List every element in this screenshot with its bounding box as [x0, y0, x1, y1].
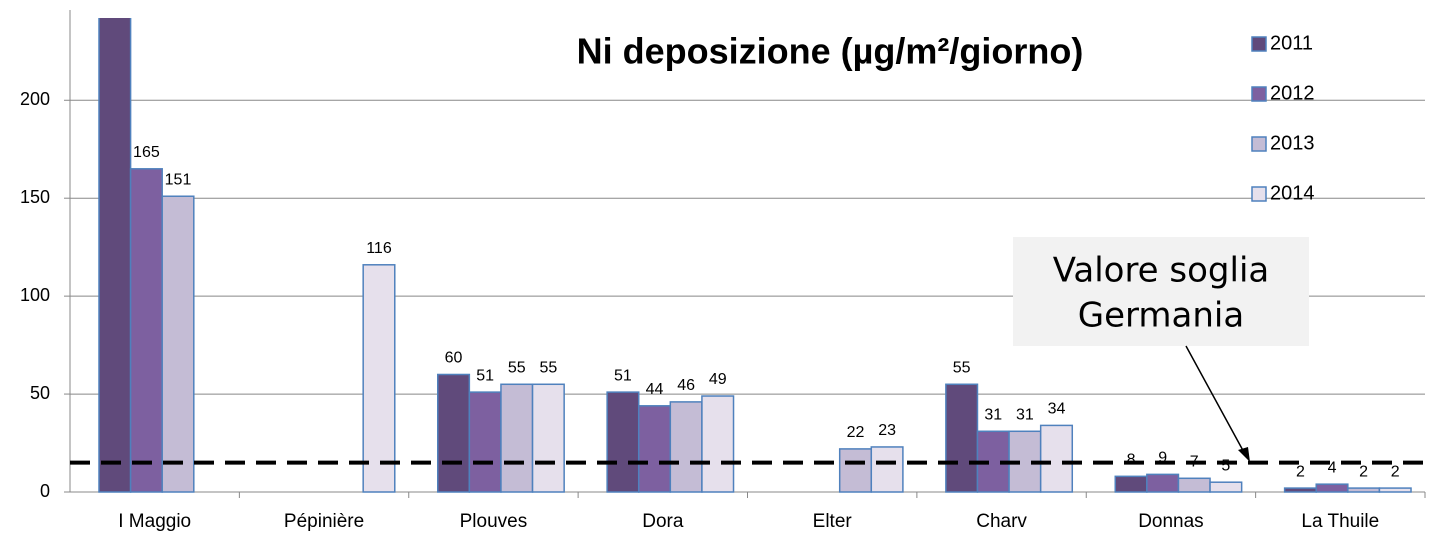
bar	[1114, 475, 1148, 493]
legend-label: 2014	[1270, 182, 1315, 204]
bar	[161, 195, 195, 493]
data-label: 55	[953, 359, 971, 376]
bar	[1039, 424, 1074, 493]
bar	[500, 383, 534, 493]
y-tick-label: 150	[20, 187, 50, 207]
legend-label: 2012	[1270, 82, 1315, 104]
data-label: 60	[445, 350, 463, 367]
data-label: 4	[1328, 459, 1337, 476]
bar	[1315, 483, 1349, 493]
arrow-head	[1238, 447, 1250, 462]
annotation-box	[1013, 237, 1309, 346]
bar	[945, 383, 979, 493]
legend-label: 2013	[1270, 132, 1315, 154]
bar	[1283, 487, 1317, 493]
bar	[838, 448, 873, 493]
x-tick-label: La Thuile	[1301, 511, 1379, 532]
bar	[1209, 481, 1243, 493]
bar	[437, 373, 471, 493]
data-label: 51	[476, 367, 494, 384]
bar	[606, 391, 640, 493]
bar	[468, 391, 502, 493]
legend-swatch	[1251, 136, 1267, 152]
bar	[637, 405, 672, 493]
annotation-arrow	[1185, 345, 1247, 457]
bar	[669, 401, 703, 493]
data-label: 49	[709, 371, 727, 388]
x-tick-label: Elter	[813, 511, 853, 532]
bar	[1146, 473, 1180, 493]
data-label: 22	[847, 424, 865, 441]
data-label: 165	[133, 144, 160, 161]
bar	[129, 168, 163, 493]
bar	[1378, 487, 1412, 493]
data-label: 2	[1296, 463, 1305, 480]
bar	[1177, 477, 1211, 493]
legend-swatch	[1251, 86, 1267, 102]
y-tick-label: 100	[20, 285, 50, 305]
chart-title: Ni deposizione (µg/m²/giorno)	[577, 31, 1084, 72]
y-tick-label: 200	[20, 89, 50, 109]
data-label: 151	[165, 171, 192, 188]
data-label: 51	[614, 367, 632, 384]
data-label: 8	[1127, 452, 1136, 469]
data-label: 34	[1048, 401, 1066, 418]
bar	[701, 395, 735, 493]
data-label: 31	[984, 406, 1002, 423]
y-tick-label: 50	[30, 383, 50, 403]
x-tick-label: Pépinière	[284, 511, 364, 532]
bar	[362, 264, 396, 493]
bar	[870, 446, 904, 493]
data-label: 116	[366, 240, 392, 257]
data-label: 5	[1221, 457, 1230, 474]
x-tick-label: Donnas	[1138, 511, 1204, 532]
data-label: 44	[646, 381, 664, 398]
data-label: 55	[539, 359, 557, 376]
data-label: 2	[1391, 463, 1400, 480]
bar	[531, 383, 565, 493]
x-tick-label: I Maggio	[118, 511, 191, 532]
data-label: 55	[508, 359, 526, 376]
data-label: 2	[1359, 463, 1368, 480]
x-tick-label: Charv	[976, 511, 1027, 532]
legend-label: 2011	[1270, 32, 1313, 54]
y-tick-label: 0	[40, 481, 50, 501]
annotation-text: Valore soglia	[1053, 251, 1269, 291]
bar	[1347, 487, 1381, 493]
data-label: 9	[1158, 450, 1167, 467]
x-tick-label: Plouves	[460, 511, 528, 532]
plot-area	[98, 18, 1412, 493]
legend-swatch	[1251, 36, 1267, 52]
data-label: 46	[677, 377, 695, 394]
x-tick-label: Dora	[642, 511, 684, 532]
data-label: 23	[878, 422, 896, 439]
bar	[98, 18, 132, 493]
legend-swatch	[1251, 186, 1267, 202]
data-label: 31	[1016, 406, 1034, 423]
annotation-text: Germania	[1078, 296, 1244, 336]
